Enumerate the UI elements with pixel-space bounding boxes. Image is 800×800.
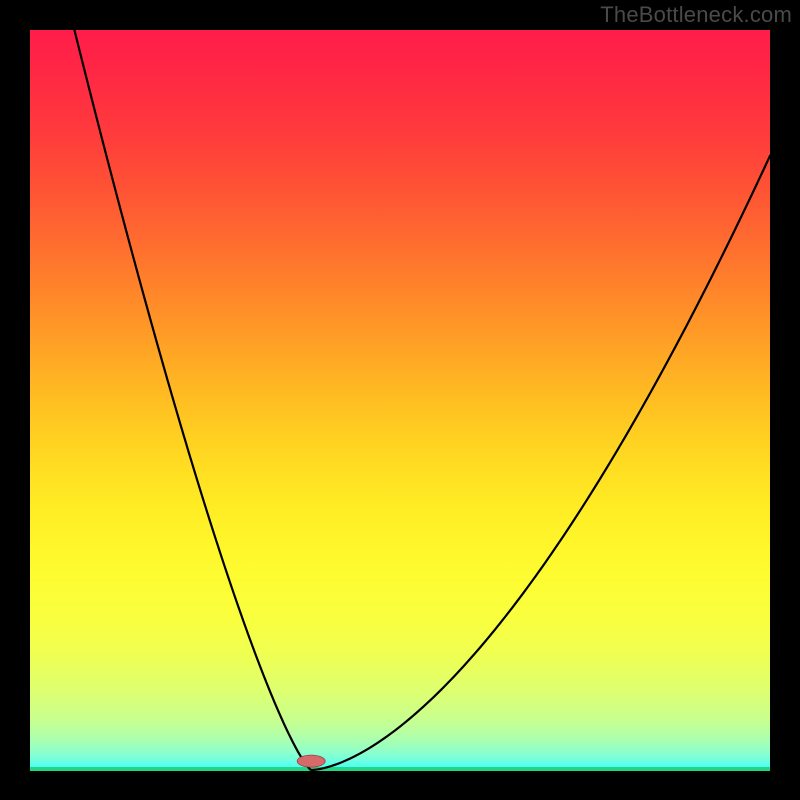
gradient-background <box>30 30 770 770</box>
watermark-text: TheBottleneck.com <box>600 2 792 28</box>
bottleneck-curve-chart <box>0 0 800 800</box>
optimum-marker <box>297 755 325 767</box>
chart-container: TheBottleneck.com <box>0 0 800 800</box>
